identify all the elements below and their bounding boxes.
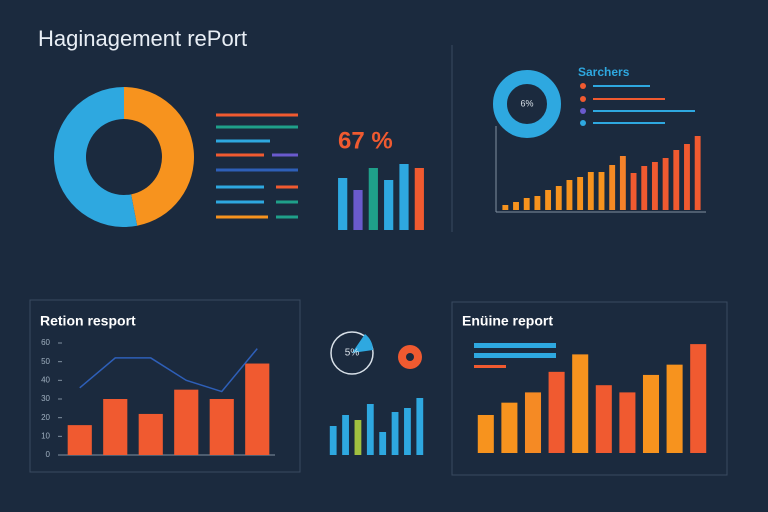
bar (684, 144, 690, 210)
y-tick-label: 40 (41, 375, 50, 384)
bar (404, 408, 411, 455)
bar (548, 371, 565, 453)
legend-bar (474, 353, 556, 358)
bar (651, 162, 658, 210)
chart-title: Retion resport (40, 313, 136, 329)
bar (609, 165, 616, 210)
bar (630, 173, 637, 210)
panel (29, 299, 301, 473)
y-tick-label: 0 (46, 450, 51, 459)
bar (595, 385, 612, 453)
bar (619, 156, 626, 210)
bar (572, 354, 589, 453)
chart-title: Enüine report (462, 313, 553, 329)
y-tick-label: 30 (41, 394, 50, 403)
bar (523, 198, 530, 210)
bar (566, 180, 573, 210)
legend-lines (216, 113, 298, 219)
bar (524, 392, 542, 453)
line (79, 348, 258, 393)
engine-legend (474, 343, 556, 368)
donut-slice (124, 86, 195, 226)
bar (690, 344, 707, 453)
bar (391, 412, 399, 455)
bar (67, 425, 92, 455)
y-tick-label: 60 (41, 338, 50, 347)
chart-title: Sarchers (578, 65, 630, 79)
bar (502, 205, 509, 210)
bar (642, 374, 660, 453)
bar (414, 168, 424, 230)
y-tick-label: 10 (41, 431, 50, 440)
bar (138, 413, 163, 455)
legend-bar (474, 365, 506, 368)
bar (619, 392, 636, 453)
bar (662, 158, 669, 210)
bar (209, 399, 234, 455)
legend-bar (474, 343, 556, 348)
dial (330, 331, 374, 375)
bar (477, 414, 494, 453)
bar (354, 420, 362, 455)
bar (666, 364, 683, 453)
bar (501, 402, 518, 453)
bar (399, 164, 409, 230)
bar (416, 398, 424, 455)
y-tick-label: 50 (41, 357, 50, 366)
bar (694, 136, 701, 210)
small-donut (493, 70, 561, 138)
bar (598, 172, 605, 210)
chart-title: 67 % (338, 127, 393, 154)
panel (451, 301, 728, 476)
bar (353, 190, 363, 230)
legend-dot (580, 96, 586, 102)
bar (366, 404, 374, 455)
bar (338, 178, 348, 230)
legend-dot (580, 83, 586, 89)
bar (342, 415, 349, 455)
legend-dot (580, 108, 586, 114)
bar (513, 202, 519, 210)
legend-dot (580, 120, 586, 126)
bar (245, 363, 270, 455)
bar (545, 190, 552, 210)
annotation: 6% (520, 98, 533, 108)
y-tick-label: 20 (41, 413, 50, 422)
bar (368, 168, 378, 230)
bar (555, 186, 562, 210)
right-legend (580, 83, 695, 126)
dial-slice (352, 334, 373, 353)
bar (641, 166, 648, 210)
bar (379, 432, 387, 455)
bar (577, 177, 584, 210)
bar (534, 196, 541, 210)
bar (174, 389, 199, 455)
donut-slice (54, 87, 138, 227)
bar (384, 180, 394, 230)
bar (329, 426, 337, 455)
bar (673, 150, 680, 210)
page-title: Haginagement rePort (38, 26, 247, 51)
annotation: 5% (345, 348, 360, 359)
bar (103, 399, 128, 455)
bar (587, 172, 594, 210)
gear-hole (406, 353, 414, 361)
